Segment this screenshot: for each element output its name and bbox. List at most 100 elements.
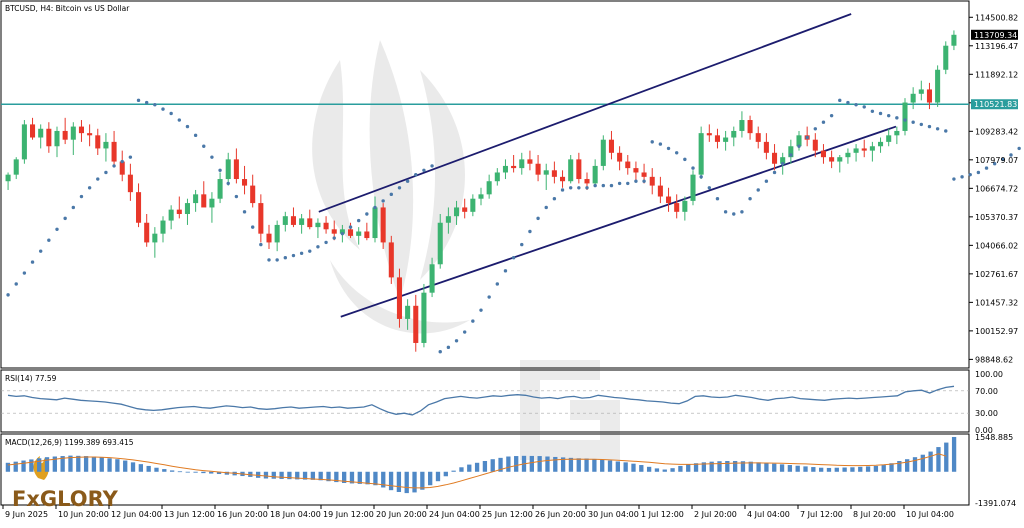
macd-histogram-bar [295,471,300,480]
candle-body [755,133,761,142]
sar-dot [462,330,467,334]
sar-dot [577,186,581,190]
time-axis-label: 18 Jun 04:00 [270,510,321,519]
macd-histogram-bar [224,471,230,475]
macd-histogram-bar [537,456,542,472]
candle-body [568,159,574,182]
time-axis-label: 10 Jul 04:00 [906,510,954,519]
macd-pane-border [0,433,970,506]
sar-dot [55,227,59,232]
sar-dot [732,212,736,216]
sar-dot [283,256,288,260]
macd-histogram-bar [553,456,558,472]
candle-body [54,130,60,147]
sar-dot [797,144,801,148]
sar-dot [161,107,165,111]
price-axis-label: 102761.67 [975,270,1018,279]
time-axis-label: 13 Jun 12:00 [164,510,215,519]
sar-dot [903,118,907,122]
sar-dot [960,175,964,179]
price-axis-label: 109283.42 [975,127,1018,136]
sar-dot [870,109,875,113]
sar-dot [968,172,972,177]
sar-dot [185,124,190,129]
sar-dot [658,142,663,146]
candle-body [706,133,712,136]
price-axis-label: 100152.97 [975,327,1018,336]
sar-dot [723,210,728,214]
macd-histogram-bar [44,457,50,472]
rsi-layer [1,385,969,416]
candle-body [812,139,818,151]
candle-body [853,148,859,153]
channel-upper-line [318,13,852,213]
sar-dot [772,170,777,175]
macd-histogram-bar [169,470,175,472]
macd-axis-label: 1548.885 [975,433,1013,442]
sar-dot [479,308,483,312]
macd-histogram-bar [514,456,519,472]
candle-body [323,222,329,230]
candle-body [502,165,508,173]
sar-dot [495,282,500,286]
macd-histogram-bar [873,465,879,472]
candle-body [30,124,36,138]
candle-body [772,152,778,164]
macd-histogram-bar [662,469,667,472]
sar-dot [626,181,630,186]
sar-dot [389,192,394,197]
macd-histogram-bar [678,465,683,472]
sar-dot [536,216,540,221]
macd-histogram-bar [263,471,269,479]
macd-histogram-bar [490,459,495,472]
sar-dot [862,105,866,109]
candle-body [551,170,557,177]
macd-histogram-bar [334,471,339,483]
macd-histogram-bar [271,471,276,479]
candle-body [274,224,280,243]
rsi-axis-label: 30.00 [975,409,998,418]
sar-dot [593,183,597,188]
candle-body [820,150,826,158]
sar-dot [79,194,84,199]
macd-histogram-bar [654,468,660,472]
macd-histogram-bar [318,471,323,481]
candle-body [290,216,296,225]
macd-histogram-bar [396,471,402,492]
sar-dot [177,118,182,122]
price-layer [1,13,1021,354]
macd-histogram-bar [756,462,761,472]
candle-body [454,207,460,217]
macd-histogram-bar [725,460,730,472]
candle-body [70,126,76,140]
sar-dot [544,205,548,210]
candle-body [878,141,884,147]
candle-body [829,157,835,162]
candle-body [486,181,492,195]
rsi-axis-label: 100.00 [975,370,1003,379]
candle-body [462,207,468,212]
macd-histogram-bar [342,471,347,483]
sar-dot [911,120,915,124]
macd-histogram-bar [482,460,488,472]
sar-dot [202,144,206,148]
candle-body [250,185,256,204]
macd-histogram-bar [326,471,331,482]
sar-dot [846,100,850,105]
sar-dot [136,98,141,103]
sar-dot [927,124,932,129]
sar-dot [552,197,557,201]
sar-dot [984,166,989,170]
macd-histogram-bar [787,465,793,472]
macd-histogram-bar [5,462,11,472]
sar-dot [324,240,328,245]
candle-body [633,168,639,173]
macd-histogram-bar [834,467,839,472]
macd-histogram-bar [826,467,832,472]
macd-histogram-bar [819,467,824,472]
sar-dot [316,245,320,249]
sar-dot [308,249,312,253]
macd-histogram-bar [889,463,894,472]
macd-histogram-bar [412,471,417,493]
